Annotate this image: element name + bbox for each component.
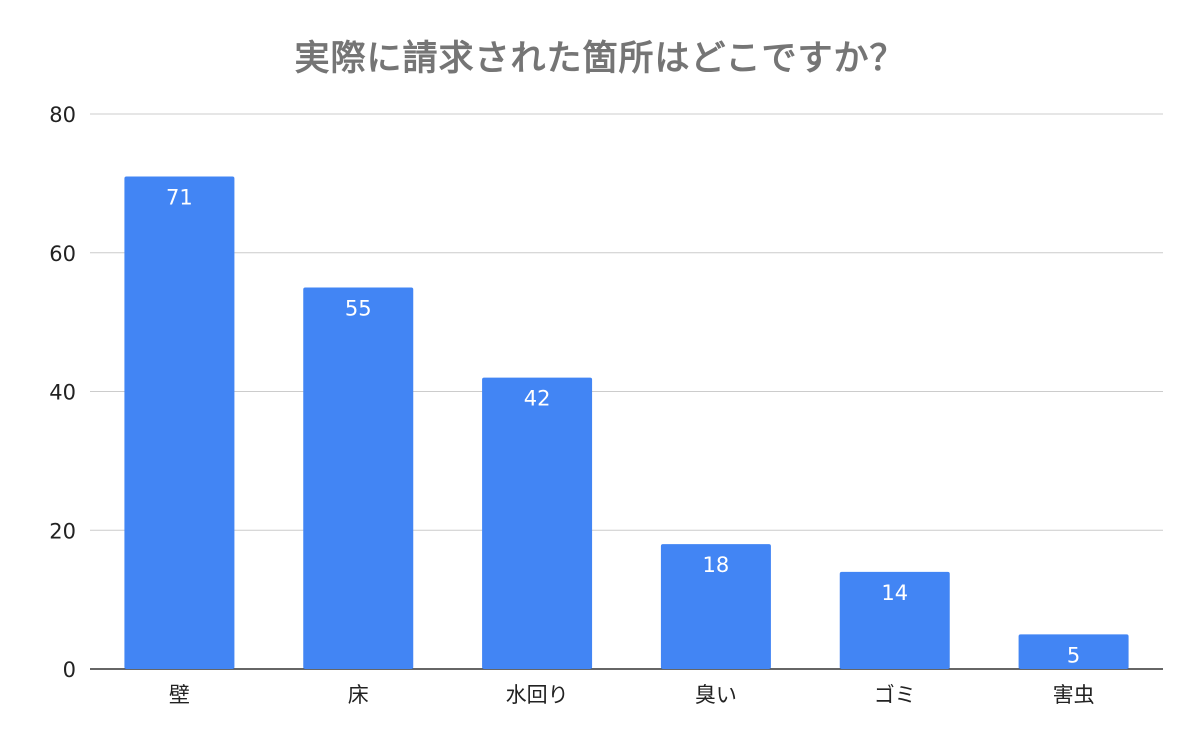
data-label: 42 [524,387,551,411]
x-tick-label: 害虫 [1053,683,1095,707]
x-tick-label: 水回り [506,683,569,707]
y-tick-label: 60 [49,242,76,266]
bar [124,176,235,669]
x-tick-label: 床 [348,683,369,707]
y-axis-ticks: 0 20 40 60 80 [49,103,76,682]
bar [660,544,771,669]
y-tick-label: 0 [63,658,76,682]
y-tick-label: 20 [49,519,76,543]
bar [839,571,950,669]
bar [482,377,593,669]
bars [124,176,1129,669]
data-label: 71 [166,185,193,209]
gridlines [90,113,1163,670]
data-label: 55 [345,296,372,320]
bar [303,287,414,669]
data-label: 14 [881,581,908,605]
y-tick-label: 40 [49,381,76,405]
bar [1018,634,1129,669]
data-labels: 71 55 42 18 14 5 [166,185,1080,667]
chart-title: 実際に請求された箇所はどこですか？ [294,39,906,79]
x-tick-label: 壁 [169,683,190,707]
x-axis-ticks: 壁 床 水回り 臭い ゴミ 害虫 [169,683,1095,707]
x-tick-label: 臭い [695,683,737,707]
x-tick-label: ゴミ [874,683,916,707]
data-label: 5 [1067,643,1080,667]
y-tick-label: 80 [49,103,76,127]
data-label: 18 [703,553,730,577]
